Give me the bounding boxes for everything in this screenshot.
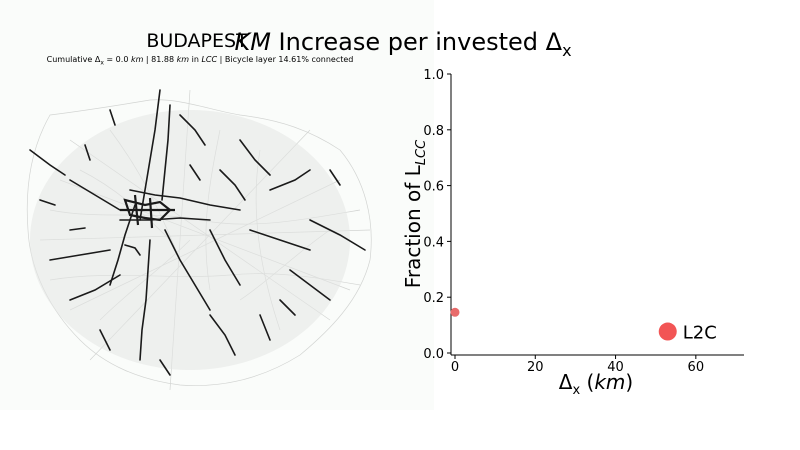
city-core [120,194,175,229]
subtitle-unit2: km [176,55,190,64]
subtitle-lcc: LCC [201,55,218,64]
x-tick-label: 60 [688,360,705,375]
city-title: BUDAPEST [146,30,248,52]
x-axis-label: Δx (km) [559,370,633,398]
y-tick-label: 0.2 [423,291,444,306]
bicycle-layer [29,89,366,376]
subtitle-km-value: | 81.88 [143,55,177,64]
x-tick-label: 0 [451,360,459,375]
subtitle-unit: km [130,55,144,64]
point-label-l2c: L2C [683,323,717,344]
city-network-map [26,89,372,391]
x-ticks: 0 20 40 60 [451,355,704,375]
map-panel: BUDAPEST Cumulative Δx = 0.0 km | 81.88 … [0,0,434,410]
subtitle-delta: Cumulative Δ [46,55,101,64]
data-point [658,322,677,341]
chart-title-main: Increase per invested Δ [270,28,563,56]
y-tick-label: 0.0 [423,347,444,362]
subtitle-tail: | Bicycle layer 14.61% connected [217,55,354,64]
chart-title: KM Increase per invested Δx [0,28,800,60]
y-tick-label: 1.0 [423,68,444,83]
x-tick-label: 40 [607,360,624,375]
data-point [450,307,460,317]
data-points [450,307,677,341]
subtitle-delta-sub: x [100,59,104,67]
subtitle-value: = 0.0 [103,55,131,64]
y-ticks: 0.0 0.2 0.4 0.6 0.8 1.0 [423,68,451,362]
map-subtitle: Cumulative Δx = 0.0 km | 81.88 km in LCC… [0,55,400,67]
chart-title-km: KM [234,28,271,56]
x-tick-label: 20 [527,360,544,375]
y-axis-label: Fraction of LLCC [401,139,429,288]
y-tick-label: 0.4 [423,235,444,250]
y-tick-label: 0.8 [423,124,444,139]
axes [450,74,744,356]
y-tick-label: 0.6 [423,180,444,195]
subtitle-in: in [189,55,202,64]
chart-title-sub: x [562,40,572,60]
